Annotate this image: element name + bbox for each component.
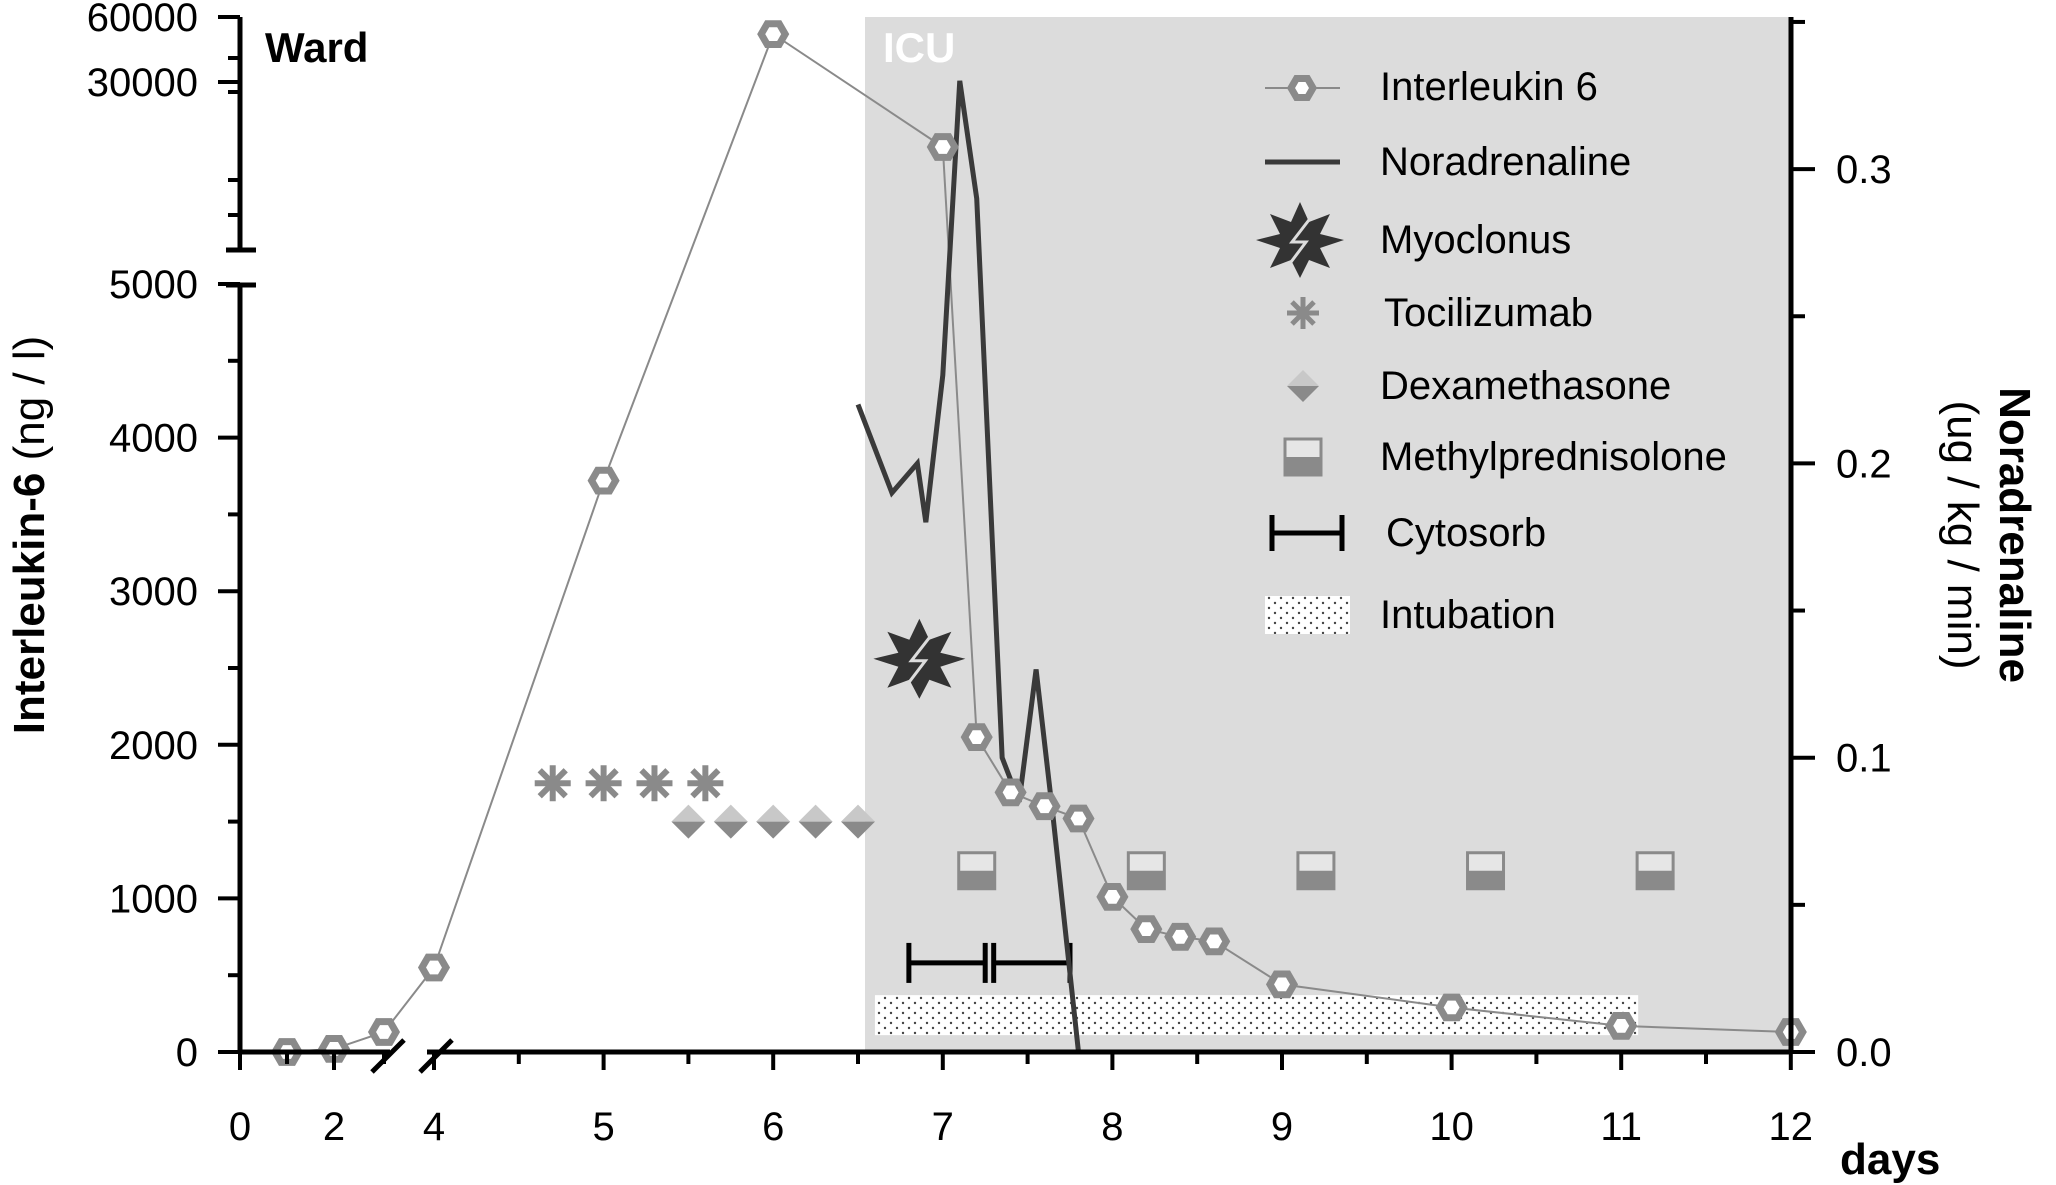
events-layer: [534, 618, 1675, 1036]
tocilizumab-marker: [534, 765, 571, 802]
y-right-tick-label: 0.2: [1836, 442, 1892, 486]
legend-tocilizumab-label: Tocilizumab: [1384, 291, 1593, 335]
dexamethasone-marker: [756, 804, 791, 839]
legend: Interleukin 6 Noradrenaline Myoclonus To…: [1256, 65, 1727, 637]
il6-point: [994, 778, 1027, 807]
il6-point: [417, 953, 451, 982]
il6-point: [1435, 993, 1468, 1022]
il6-point: [1605, 1012, 1638, 1040]
legend-cytosorb-label: Cytosorb: [1386, 511, 1546, 555]
legend-intubation-icon: [1265, 596, 1350, 634]
legend-myoclonus-icon: [1256, 202, 1344, 278]
x-tick-label: 4: [423, 1105, 445, 1149]
legend-methylprednisolone-label: Methylprednisolone: [1380, 435, 1727, 479]
myoclonus-marker: [873, 618, 966, 699]
y-left-tick-label: 30000: [87, 61, 198, 105]
noradrenaline-line: [855, 80, 1081, 1053]
dexamethasone-marker: [798, 804, 833, 839]
il6-point: [926, 133, 959, 161]
il6-point: [757, 20, 790, 48]
legend-methylprednisolone-icon: [1283, 437, 1323, 477]
dexamethasone-marker: [841, 804, 875, 839]
tocilizumab-marker: [585, 765, 622, 802]
y-left-tick-label: 2000: [109, 724, 198, 768]
y-left-tick-label: 1000: [109, 877, 198, 921]
tocilizumab-marker: [636, 765, 673, 802]
legend-dexamethasone-icon: [1287, 370, 1319, 402]
il6-point: [1062, 804, 1095, 833]
legend-dexamethasone-label: Dexamethasone: [1380, 364, 1671, 408]
il6-point: [367, 1018, 401, 1046]
il6-point: [587, 466, 620, 495]
y-left-tick-label: 5000: [109, 263, 198, 307]
x-tick-label: 9: [1271, 1105, 1293, 1149]
x-axis-break-left: [370, 1038, 406, 1074]
legend-noradrenaline-label: Noradrenaline: [1380, 140, 1631, 184]
x-tick-label: 6: [762, 1105, 784, 1149]
legend-il6-icon: [1265, 75, 1340, 101]
x-tick-label: 8: [1101, 1105, 1123, 1149]
cytosorb-bar: [906, 942, 988, 983]
y-right-tick-label: 0.1: [1836, 737, 1892, 781]
tocilizumab-marker: [687, 765, 724, 802]
ticks: 0 2 4 5 6 7 8 9 10 11 12 0 1000 2000 3000 4000 5000 30000…: [87, 0, 1892, 1149]
y-left-tick-label: 4000: [109, 417, 198, 461]
x-tick-label: 5: [592, 1105, 614, 1149]
x-axis-title: days: [1840, 1135, 1940, 1184]
methylprednisolone-marker: [1466, 851, 1506, 891]
il6-point: [1198, 927, 1231, 956]
icu-annotation: ICU: [883, 24, 955, 71]
y-left-title: Interleukin-6 (ng / l): [5, 336, 54, 735]
methylprednisolone-marker: [957, 851, 997, 891]
il6-point: [960, 723, 993, 751]
methylprednisolone-marker: [1635, 851, 1675, 891]
il6-point: [1096, 883, 1129, 911]
intubation-band: [874, 995, 1639, 1036]
y-left-tick-label: 0: [176, 1031, 198, 1075]
x-tick-label: 10: [1429, 1105, 1474, 1149]
legend-cytosorb-icon: [1269, 515, 1345, 551]
y-right-title: Noradrenaline: [1990, 387, 2039, 683]
dexamethasone-marker: [713, 804, 748, 839]
methylprednisolone-marker: [1126, 851, 1166, 891]
y-left-tick-label: 60000: [87, 0, 198, 40]
il6-point: [1130, 915, 1163, 943]
ward-annotation: Ward: [265, 24, 368, 71]
series-layer: [270, 20, 1807, 1066]
x-tick-label: 12: [1769, 1105, 1814, 1149]
dexamethasone-marker: [671, 804, 706, 839]
legend-tocilizumab-icon: [1287, 297, 1319, 329]
y-left-tick-label: 3000: [109, 570, 198, 614]
x-tick-label: 7: [932, 1105, 954, 1149]
il6-point: [1265, 970, 1299, 999]
x-tick-label: 0: [229, 1105, 251, 1149]
il6-point: [1028, 792, 1061, 821]
x-tick-label: 11: [1600, 1105, 1642, 1149]
il6-point: [1164, 922, 1197, 951]
y-right-tick-label: 0.3: [1836, 148, 1892, 192]
legend-intubation-label: Intubation: [1380, 593, 1556, 637]
y-right-unit: (ug / kg / min): [1938, 401, 1987, 670]
legend-myoclonus-label: Myoclonus: [1380, 218, 1571, 262]
legend-il6-label: Interleukin 6: [1380, 65, 1598, 109]
x-tick-label: 2: [323, 1105, 345, 1149]
y-right-tick-label: 0.0: [1836, 1031, 1892, 1075]
methylprednisolone-marker: [1296, 851, 1336, 891]
